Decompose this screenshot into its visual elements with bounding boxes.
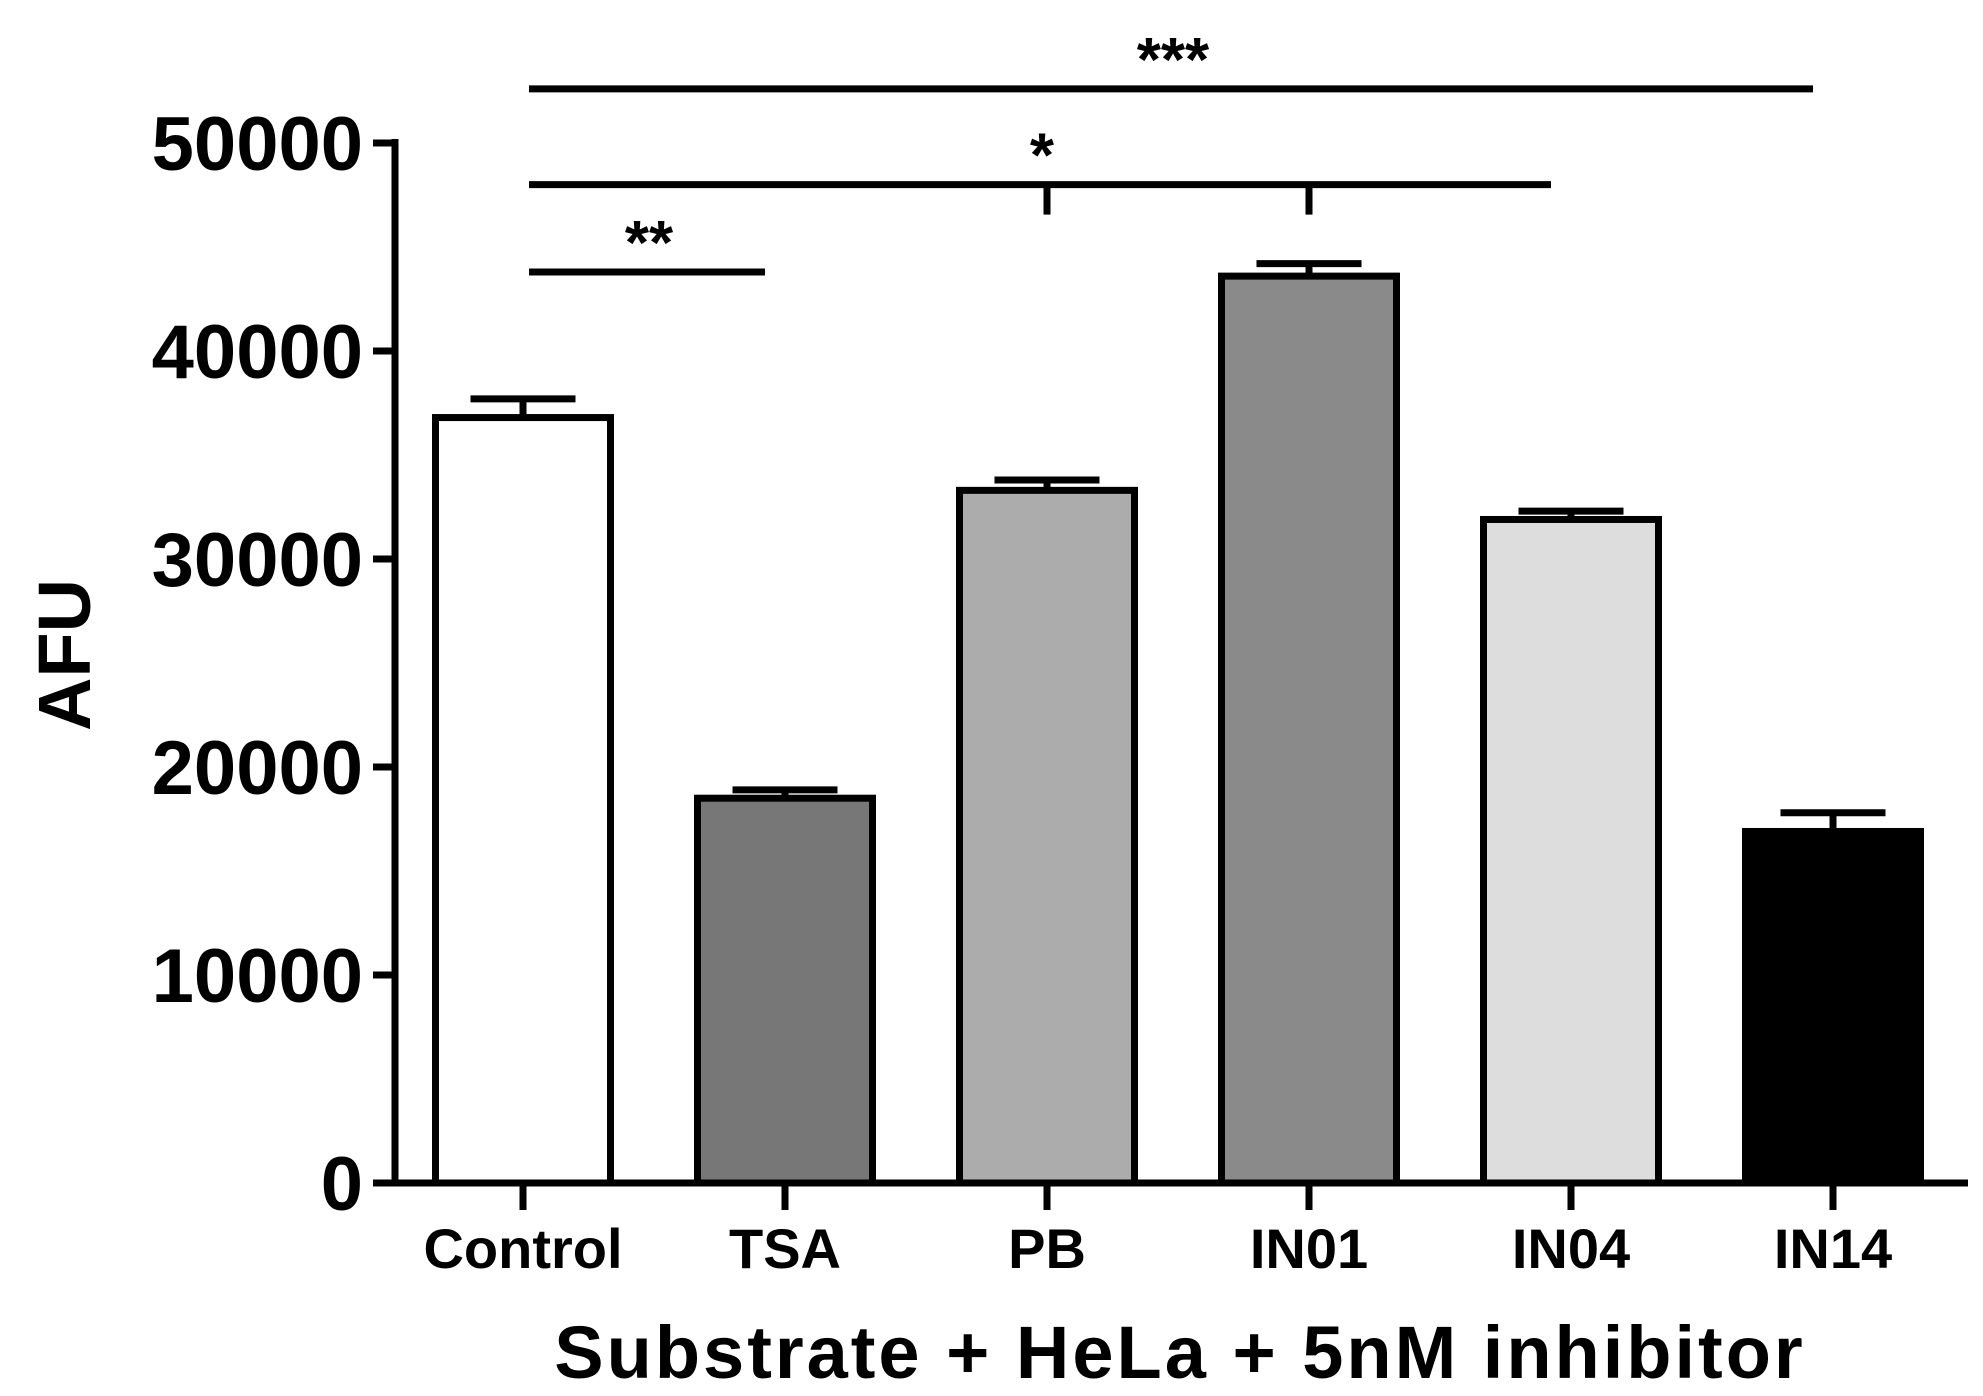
significance-label-2: * [1030, 122, 1055, 191]
y-tick-label-50000: 50000 [152, 102, 363, 187]
y-tick-label-30000: 30000 [152, 518, 363, 603]
x-axis-title: Substrate + HeLa + 5nM inhibitor [554, 1311, 1805, 1394]
y-tick-label-0: 0 [321, 1142, 363, 1227]
bar-control [432, 414, 614, 1187]
axes: 0 10000 20000 30000 40000 50000 Control TSA PB IN… [152, 102, 1968, 1280]
x-tick-label-tsa: TSA [729, 1217, 841, 1280]
y-tick-label-10000: 10000 [152, 934, 363, 1019]
x-tick-label-in04: IN04 [1512, 1217, 1630, 1280]
significance-label-3: *** [1137, 26, 1210, 95]
y-axis-title: AFU [23, 579, 106, 731]
bar-tsa [694, 794, 876, 1187]
significance-label-1: ** [625, 209, 674, 278]
bars [432, 272, 1924, 1187]
x-tick-label-control: Control [423, 1217, 622, 1280]
x-tick-label-in01: IN01 [1250, 1217, 1368, 1280]
x-tick-label-in14: IN14 [1774, 1217, 1892, 1280]
bar-in04 [1480, 515, 1662, 1187]
x-tick-label-pb: PB [1008, 1217, 1086, 1280]
bar-in01 [1218, 272, 1400, 1187]
bar-pb [956, 486, 1138, 1187]
y-tick-label-40000: 40000 [152, 310, 363, 395]
bar-in14 [1742, 827, 1924, 1187]
error-bars [470, 260, 1886, 832]
y-tick-label-20000: 20000 [152, 726, 363, 811]
significance-brackets: ****** [529, 26, 1813, 278]
